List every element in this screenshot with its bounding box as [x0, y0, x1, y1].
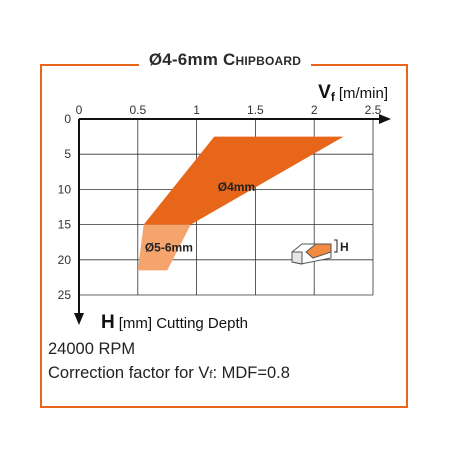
depth-diagram-icon: H: [291, 239, 349, 265]
x-tick-label: 1.5: [247, 103, 264, 117]
y-tick-label: 20: [58, 253, 72, 267]
x-axis-label: Vf [m/min]: [318, 82, 388, 104]
x-axis-arrow: [379, 114, 391, 124]
y-tick-label: 0: [64, 112, 71, 126]
series-area-0: [143, 136, 344, 225]
y-axis-arrow: [74, 313, 84, 325]
series-label-1: Ø5-6mm: [145, 240, 193, 254]
y-axis-label: H [mm] Cutting Depth: [101, 312, 248, 333]
rpm-text: 24000 RPM: [48, 340, 136, 358]
chart-title: Ø4-6mm Chipboard: [138, 50, 312, 70]
series-label-0: Ø4mm: [218, 180, 255, 194]
y-tick-label: 10: [58, 182, 72, 196]
depth-diagram-label: H: [340, 240, 349, 254]
x-tick-label: 2: [311, 103, 318, 117]
y-tick-label: 15: [58, 218, 72, 232]
x-tick-label: 1: [193, 103, 200, 117]
correction-factor-text: Correction factor for Vf: MDF=0.8: [48, 364, 290, 382]
series-area-1: [137, 224, 191, 271]
y-tick-label: 5: [64, 147, 71, 161]
y-tick-label: 25: [58, 288, 72, 302]
x-tick-label: 0.5: [129, 103, 146, 117]
x-tick-label: 0: [76, 103, 83, 117]
x-tick-label: 2.5: [365, 103, 382, 117]
